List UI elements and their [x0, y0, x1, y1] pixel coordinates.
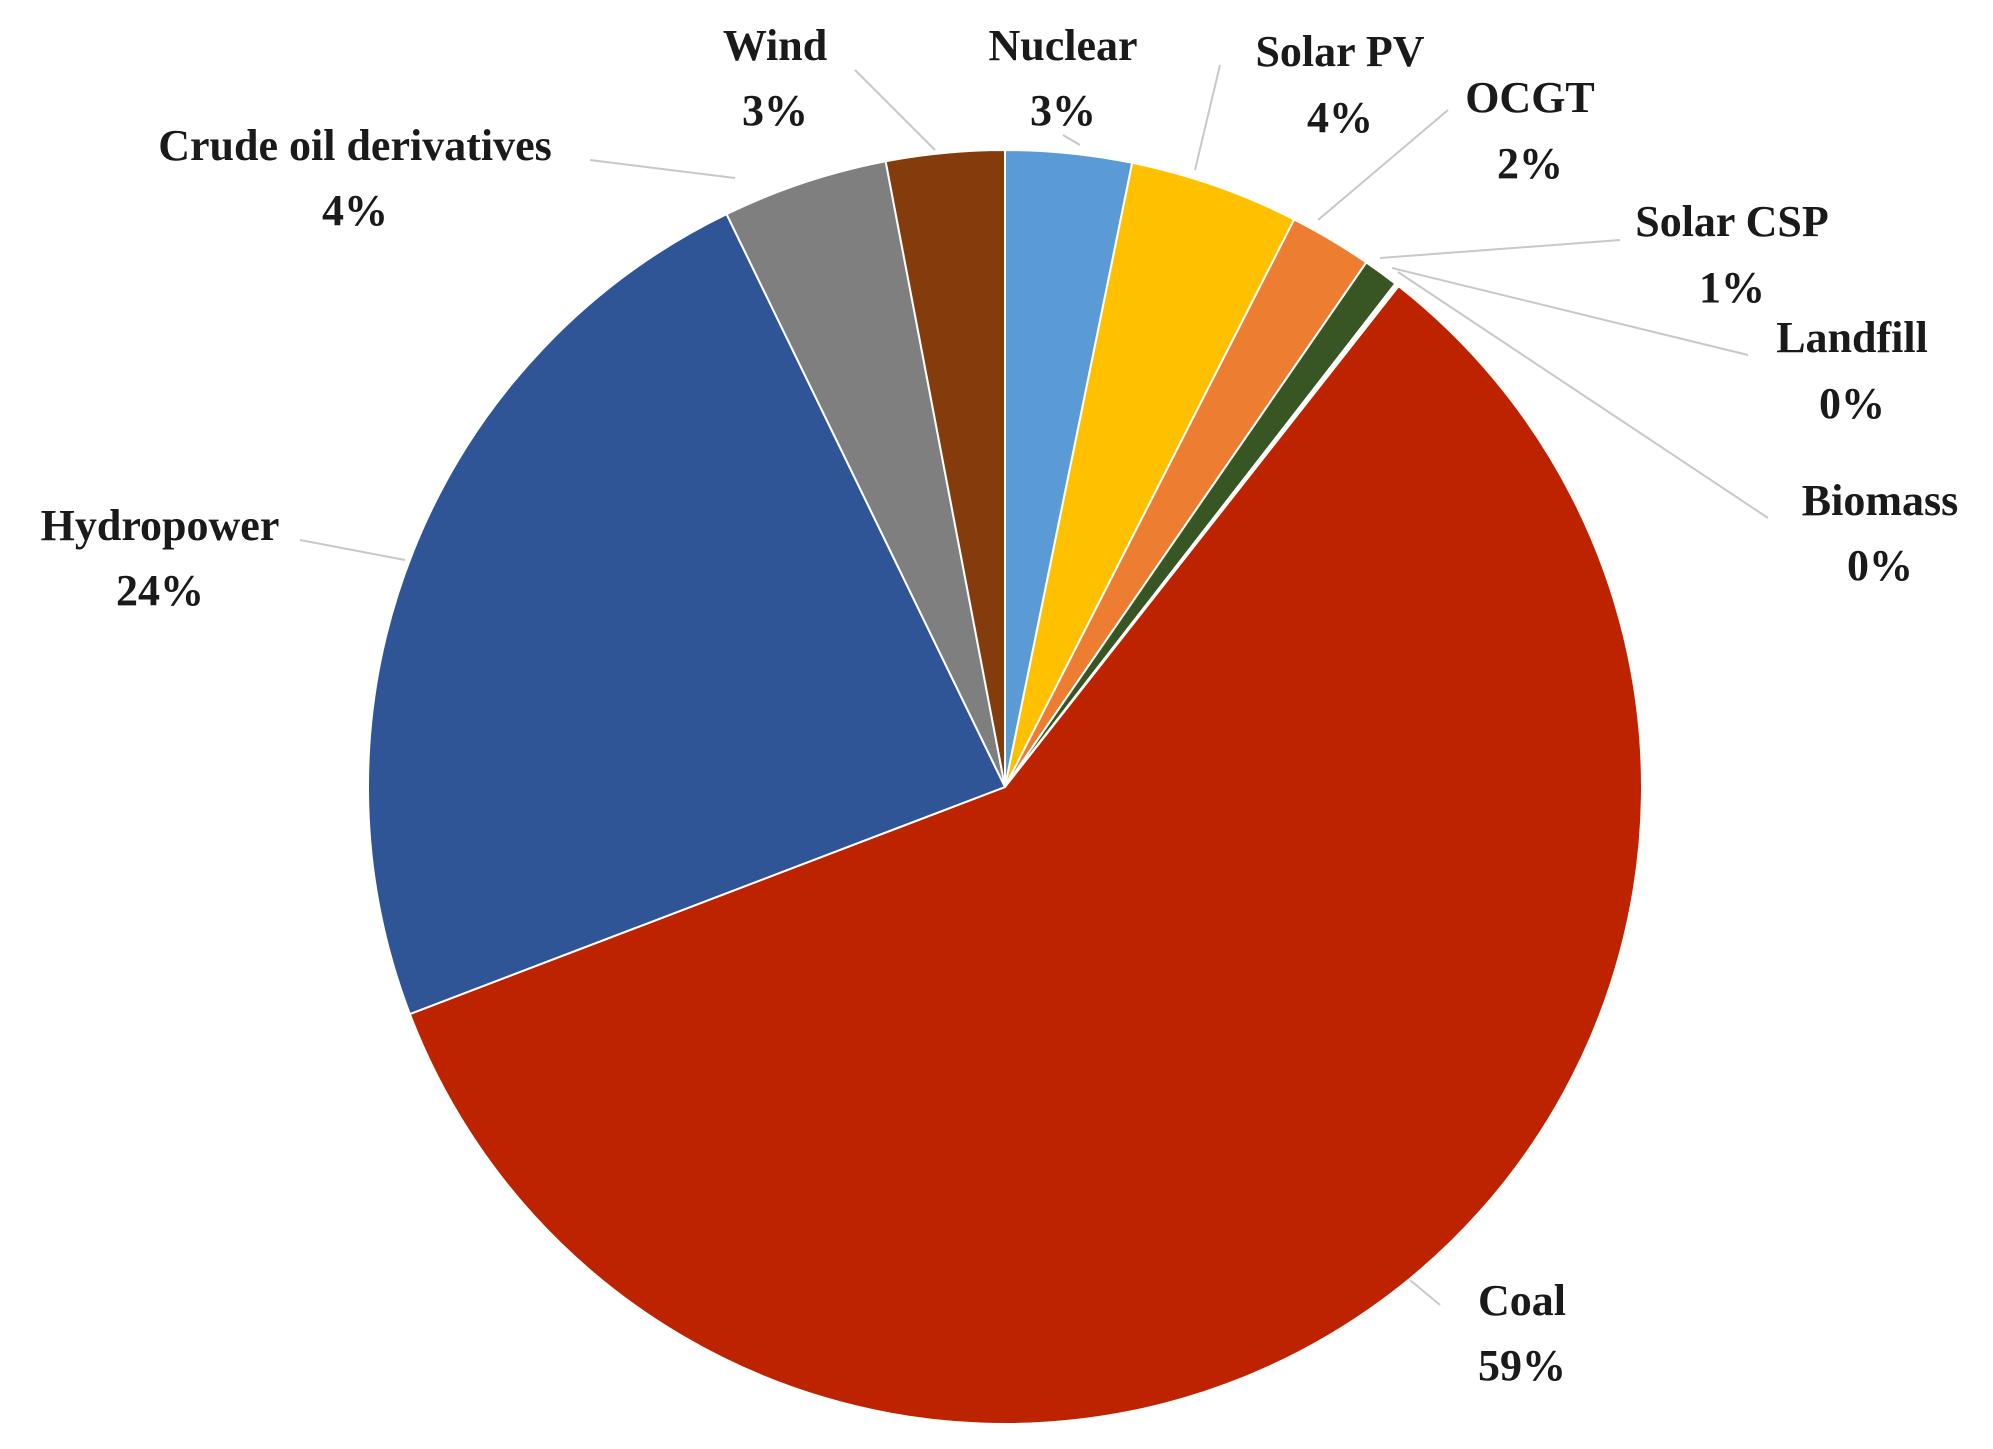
- leader-line-coal: [1409, 1279, 1441, 1306]
- slice-percent-wind: 3%: [742, 86, 808, 135]
- slice-percent-solar-pv: 4%: [1307, 93, 1373, 142]
- slice-percent-hydropower: 24%: [116, 566, 204, 615]
- slice-percent-nuclear: 3%: [1030, 86, 1096, 135]
- slice-label-ocgt: OCGT: [1465, 73, 1595, 122]
- slice-label-nuclear: Nuclear: [988, 21, 1137, 70]
- leader-line-landfill: [1391, 267, 1749, 356]
- slice-label-solar-pv: Solar PV: [1255, 27, 1424, 76]
- pie-slice-solar-pv: [1004, 161, 1296, 788]
- leader-line-biomass: [1397, 271, 1769, 519]
- slice-percent-landfill: 0%: [1819, 379, 1885, 428]
- pie-slice-wind: [884, 148, 1006, 788]
- slice-label-landfill: Landfill: [1776, 313, 1928, 362]
- slice-percent-coal: 59%: [1478, 1341, 1566, 1390]
- slice-percent-biomass: 0%: [1847, 541, 1913, 590]
- slice-label-hydropower: Hydropower: [41, 501, 280, 550]
- labels-group: Nuclear 3% Solar PV 4% OCGT 2% Solar CSP 1%Land…: [41, 21, 1959, 1390]
- slice-label-biomass: Biomass: [1802, 476, 1958, 525]
- leader-line-wind: [854, 69, 936, 151]
- slice-label-crude-oil-derivatives: Crude oil derivatives: [158, 121, 552, 170]
- slice-percent-solar-csp: 1%: [1699, 263, 1765, 312]
- leader-line-crude-oil-derivatives: [589, 159, 736, 179]
- pie-slice-hydropower: [367, 212, 1007, 1016]
- leader-lines-group: [299, 64, 1769, 1306]
- leader-line-nuclear: [1062, 134, 1081, 146]
- leader-line-solar-csp: [1379, 239, 1621, 259]
- slice-label-wind: Wind: [723, 21, 827, 70]
- slice-label-coal: Coal: [1478, 1276, 1566, 1325]
- slices-group: [367, 148, 1643, 1425]
- leader-line-ocgt: [1317, 109, 1449, 221]
- slice-percent-crude-oil-derivatives: 4%: [322, 186, 388, 235]
- leader-line-hydropower: [299, 539, 406, 561]
- pie-slice-coal: [408, 284, 1643, 1425]
- leader-line-solar-pv: [1194, 64, 1221, 171]
- slice-percent-ocgt: 2%: [1497, 139, 1563, 188]
- slice-label-solar-csp: Solar CSP: [1635, 197, 1829, 246]
